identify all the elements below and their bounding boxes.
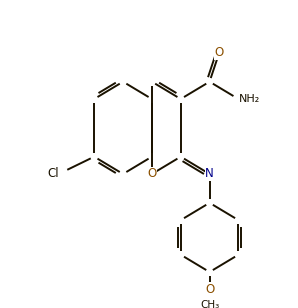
Text: N: N (205, 168, 214, 180)
Text: O: O (147, 168, 156, 180)
Text: O: O (215, 47, 224, 59)
Text: O: O (205, 283, 214, 296)
Text: NH₂: NH₂ (238, 94, 260, 104)
Text: CH₃: CH₃ (200, 300, 219, 308)
Text: Cl: Cl (47, 168, 59, 180)
